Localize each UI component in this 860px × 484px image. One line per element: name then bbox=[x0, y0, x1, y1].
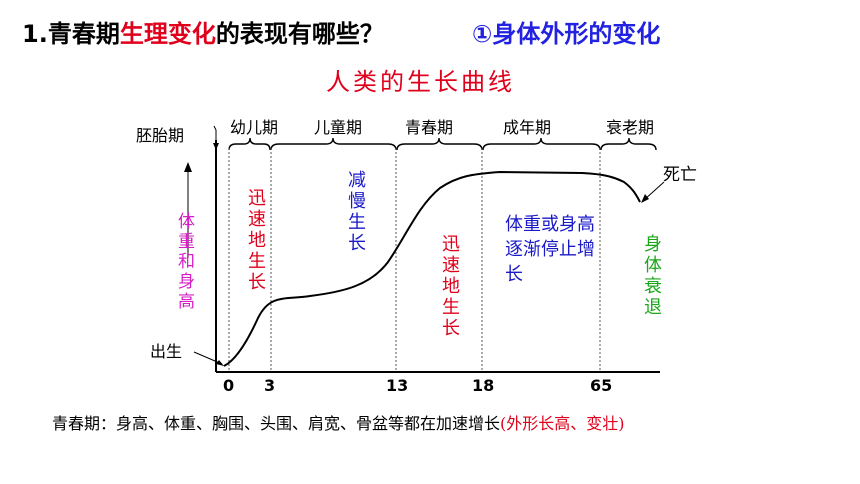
birth-pointer-head bbox=[216, 360, 224, 366]
death-pointer-head bbox=[641, 194, 649, 203]
phase-label-stop: 体重或身高逐渐停止增长 bbox=[505, 214, 595, 285]
growth-curve bbox=[223, 170, 641, 367]
brace-aging bbox=[600, 137, 657, 151]
diagram-title: 人类的生长曲线 bbox=[326, 68, 515, 96]
x-tick-18: 18 bbox=[472, 376, 495, 395]
brace-infancy bbox=[228, 137, 271, 151]
phase-label-rapid-2: 迅速地生长 bbox=[439, 234, 460, 339]
stage-label-puberty: 青春期 bbox=[405, 118, 454, 137]
heading-highlight: 生理变化 bbox=[119, 20, 216, 48]
brace-childhood bbox=[270, 137, 397, 151]
y-axis-label: 体重和身高 bbox=[174, 212, 194, 312]
page-subheading: ①身体外形的变化 bbox=[472, 20, 661, 48]
embryo-label: 胚胎期 bbox=[136, 126, 185, 145]
phase-label-slow: 减慢生长 bbox=[345, 170, 366, 254]
birth-label: 出生 bbox=[150, 342, 183, 361]
page-heading: 1.青春期生理变化的表现有哪些？ bbox=[22, 14, 384, 49]
stage-label-infancy: 幼儿期 bbox=[230, 118, 279, 137]
embryo-arrow-head bbox=[213, 143, 219, 150]
stage-label-adulthood: 成年期 bbox=[503, 118, 552, 137]
stage-label-aging: 衰老期 bbox=[606, 118, 655, 137]
brace-adulthood bbox=[482, 137, 601, 151]
phase-label-decline: 身体衰退 bbox=[641, 234, 662, 318]
x-tick-3: 3 bbox=[264, 376, 276, 395]
y-arrow-head bbox=[184, 162, 192, 172]
footer-text: 青春期：身高、体重、胸围、头围、肩宽、骨盆等都在加速增长 bbox=[52, 414, 501, 433]
x-tick-65: 65 bbox=[590, 376, 613, 395]
phase-label-rapid-1: 迅速地生长 bbox=[245, 188, 266, 293]
birth-pointer bbox=[193, 351, 223, 365]
brace-puberty bbox=[396, 137, 483, 151]
footer-note: 青春期：身高、体重、胸围、头围、肩宽、骨盆等都在加速增长(外形长高、变壮) bbox=[52, 410, 625, 434]
footer-highlight: (外形长高、变壮) bbox=[500, 414, 625, 433]
x-tick-0: 0 bbox=[223, 376, 235, 395]
death-label: 死亡 bbox=[663, 165, 697, 185]
x-tick-13: 13 bbox=[386, 376, 409, 395]
heading-suffix: 的表现有哪些？ bbox=[215, 20, 384, 48]
heading-prefix: 1.青春期 bbox=[22, 20, 120, 48]
embryo-bracket bbox=[213, 125, 217, 148]
stage-label-childhood: 儿童期 bbox=[314, 118, 363, 137]
